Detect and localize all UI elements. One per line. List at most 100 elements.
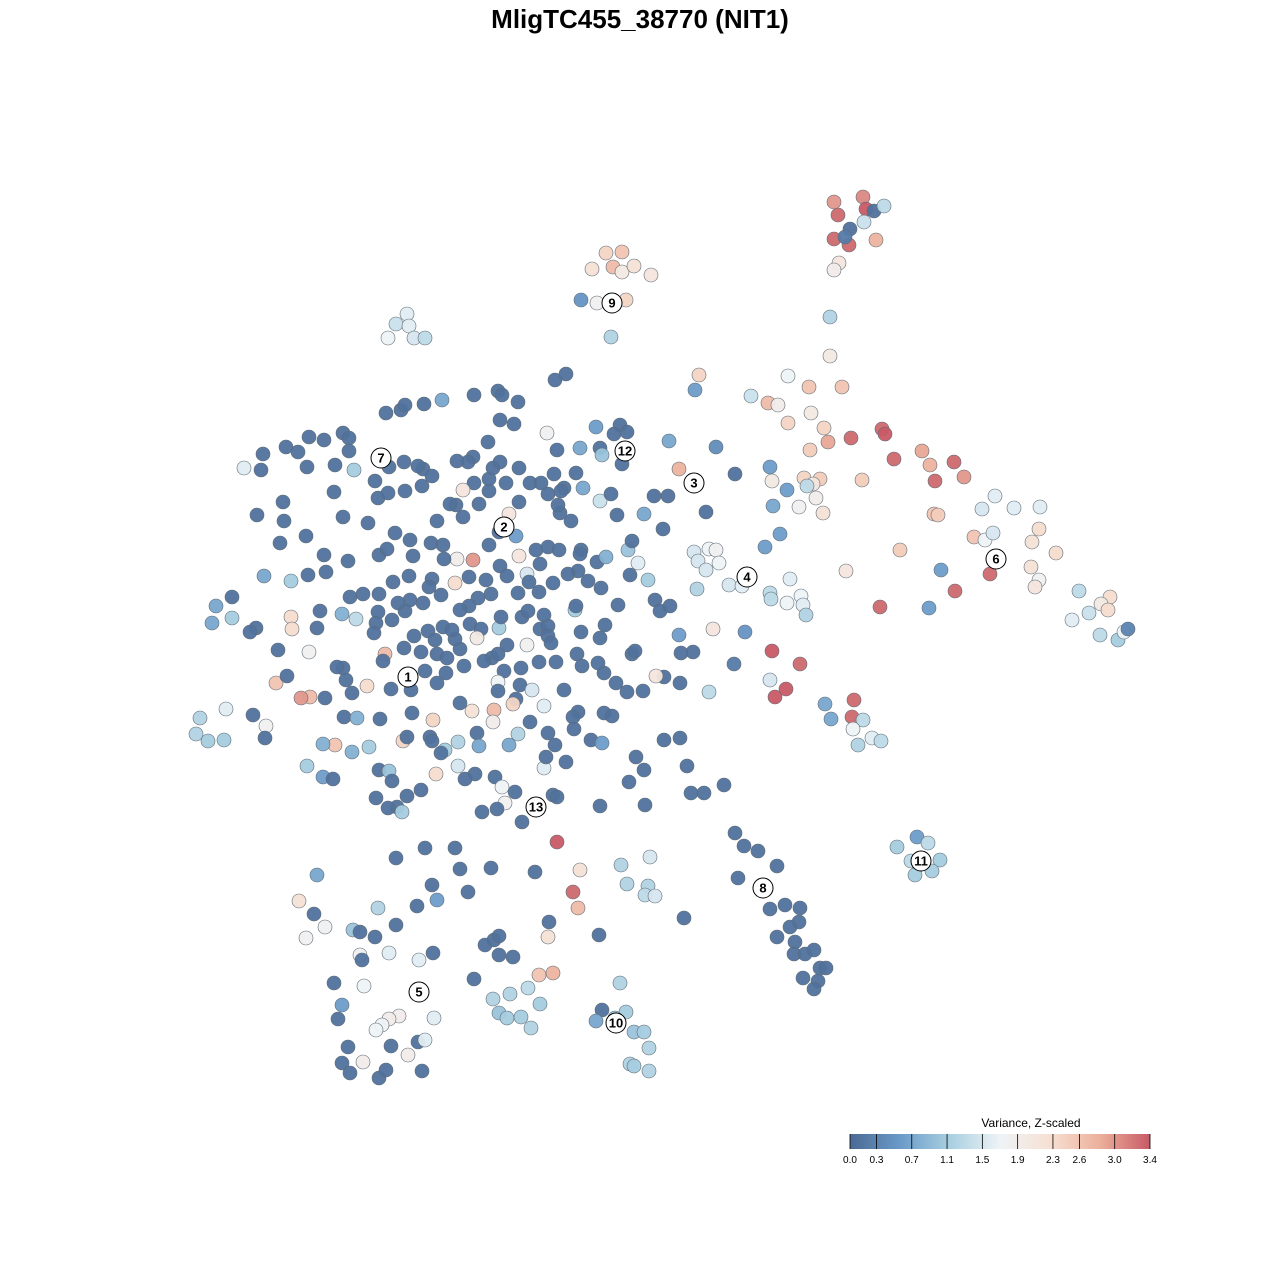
data-point: [317, 919, 333, 935]
data-point: [641, 1040, 657, 1056]
data-point: [930, 507, 946, 523]
data-point: [795, 970, 811, 986]
data-point: [528, 542, 544, 558]
data-point: [390, 595, 406, 611]
data-point: [671, 627, 687, 643]
cluster-label-5: 5: [408, 981, 430, 1003]
data-point: [405, 548, 421, 564]
data-point: [505, 949, 521, 965]
data-point: [630, 555, 646, 571]
cluster-label-12: 12: [614, 440, 636, 462]
data-point: [946, 454, 962, 470]
data-point: [612, 975, 628, 991]
data-point: [507, 784, 523, 800]
data-point: [541, 914, 557, 930]
data-point: [417, 1032, 433, 1048]
data-point: [621, 774, 637, 790]
data-point: [423, 535, 439, 551]
data-point: [341, 443, 357, 459]
data-point: [527, 864, 543, 880]
legend-title: Variance, Z-scaled: [981, 1116, 1080, 1130]
cluster-label-badge: [370, 447, 392, 469]
data-point: [606, 426, 622, 442]
data-point: [494, 779, 510, 795]
data-point: [531, 584, 547, 600]
data-point: [368, 1022, 384, 1038]
cluster-label-1: 1: [397, 666, 419, 688]
data-point: [300, 567, 316, 583]
data-point: [792, 900, 808, 916]
data-point: [494, 387, 510, 403]
data-point: [679, 758, 695, 774]
data-point: [513, 1009, 529, 1025]
data-point: [450, 758, 466, 774]
data-point: [637, 797, 653, 813]
data-point: [424, 733, 440, 749]
data-point: [711, 555, 727, 571]
data-point: [224, 589, 240, 605]
data-point: [444, 622, 460, 638]
cluster-label-text: 8: [759, 881, 766, 896]
data-point: [415, 595, 431, 611]
data-point: [439, 650, 455, 666]
data-point: [769, 929, 785, 945]
data-point: [922, 457, 938, 473]
data-point: [378, 405, 394, 421]
data-point: [352, 924, 368, 940]
data-point: [499, 568, 515, 584]
data-point: [932, 852, 948, 868]
data-point: [549, 442, 565, 458]
cluster-label-text: 12: [618, 444, 632, 459]
data-point: [698, 504, 714, 520]
data-point: [272, 535, 288, 551]
data-point: [360, 515, 376, 531]
data-point: [873, 733, 889, 749]
data-point: [476, 653, 492, 669]
data-point: [491, 947, 507, 963]
cluster-label-text: 13: [529, 800, 543, 815]
data-point: [400, 1047, 416, 1063]
cluster-label-badge: [408, 981, 430, 1003]
legend-tick-label: 0.7: [905, 1155, 919, 1166]
data-point: [513, 660, 529, 676]
data-point: [947, 583, 963, 599]
cluster-label-text: 6: [992, 552, 999, 567]
data-point: [580, 573, 596, 589]
data-point: [683, 785, 699, 801]
data-point: [414, 1063, 430, 1079]
data-point: [204, 615, 220, 631]
cluster-label-text: 3: [690, 476, 697, 491]
data-point: [312, 603, 328, 619]
data-point: [397, 483, 413, 499]
data-point: [490, 646, 506, 662]
data-point: [572, 546, 588, 562]
data-point: [782, 919, 798, 935]
cluster-label-10: 10: [605, 1012, 627, 1034]
data-point: [450, 734, 466, 750]
data-point: [480, 434, 496, 450]
legend-tick-label: 1.9: [1011, 1155, 1025, 1166]
data-point: [192, 710, 208, 726]
data-point: [656, 732, 672, 748]
data-point: [701, 684, 717, 700]
data-point: [1071, 583, 1087, 599]
data-point: [253, 462, 269, 478]
data-point: [380, 485, 396, 501]
data-point: [598, 245, 614, 261]
data-point: [570, 900, 586, 916]
data-point: [510, 726, 526, 742]
data-point: [856, 214, 872, 230]
data-point: [341, 430, 357, 446]
data-point: [493, 609, 509, 625]
data-point: [466, 387, 482, 403]
data-point: [452, 695, 468, 711]
data-point: [399, 788, 415, 804]
data-point: [764, 643, 780, 659]
data-point: [780, 368, 796, 384]
data-point: [592, 493, 608, 509]
cluster-label-7: 7: [370, 447, 392, 469]
data-point: [522, 714, 538, 730]
data-point: [471, 738, 487, 754]
data-point: [676, 910, 692, 926]
data-point: [687, 382, 703, 398]
